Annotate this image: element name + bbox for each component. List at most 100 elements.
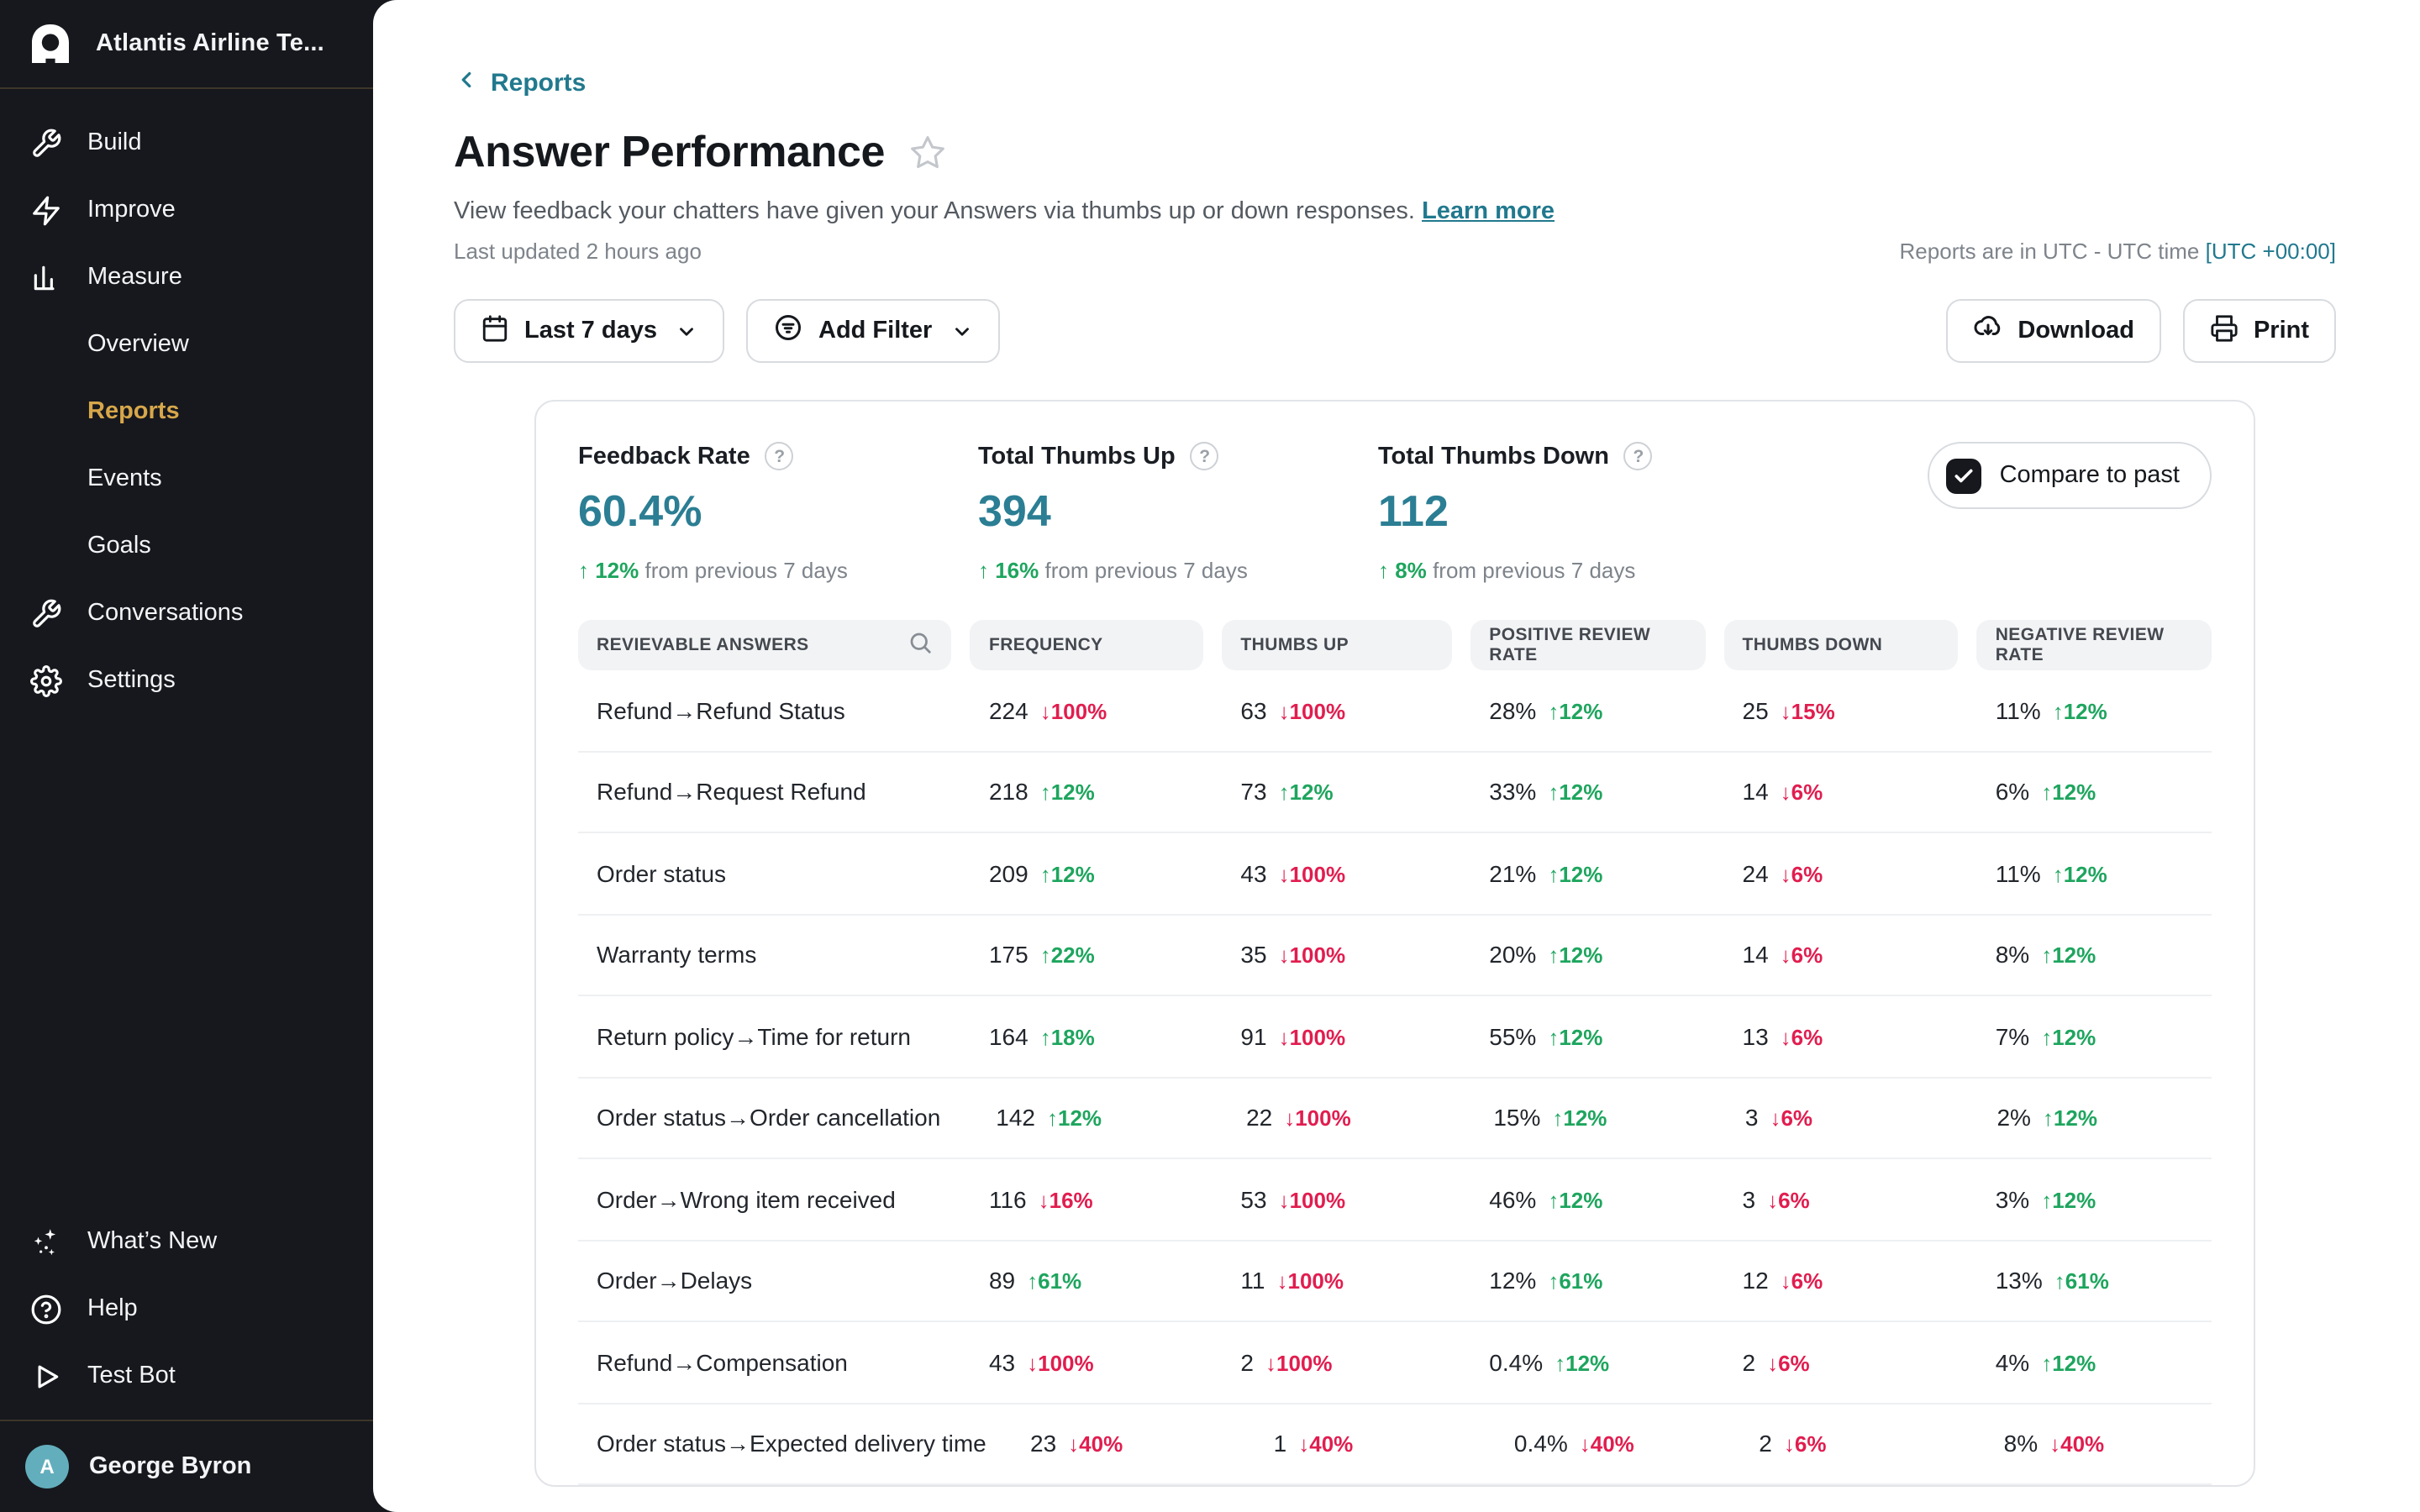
positive-review-rate-cell: 55% ↑12% [1489, 1022, 1603, 1050]
table-row[interactable]: Refund→Request Refund 218 ↑12% 73 ↑12% 33%… [578, 752, 2212, 833]
sidebar-item-goals[interactable]: Goals [0, 512, 373, 580]
chevron-down-icon [950, 320, 972, 342]
stat-total-thumbs-down: Total Thumbs Down ? 112 ↑ 8% from previo… [1378, 442, 1778, 583]
table-row[interactable]: Order status→Order cancellation 142 ↑12% … [578, 1078, 2212, 1159]
frequency-cell: 89 ↑61% [988, 1267, 1082, 1294]
table-row[interactable]: Order→Delays 89 ↑61% 11 ↓100% 12% ↑61% 12 ↓6… [578, 1241, 2212, 1322]
favorite-star-icon[interactable] [908, 134, 945, 171]
add-filter-dropdown[interactable]: Add Filter [746, 299, 1000, 363]
stat-delta: ↑ 12% from previous 7 days [578, 558, 978, 583]
column-label: NEGATIVE REVIEW RATE [1995, 625, 2165, 665]
stat-delta: ↑ 8% from previous 7 days [1378, 558, 1778, 583]
bar-chart-icon [29, 260, 62, 294]
learn-more-link[interactable]: Learn more [1422, 198, 1555, 225]
table-row[interactable]: Order→Wrong item received 116 ↓16% 53 ↓100… [578, 1159, 2212, 1241]
back-link-label: Reports [491, 69, 587, 97]
help-circle-icon [29, 1292, 62, 1326]
sidebar-item-label: What’s New [87, 1228, 218, 1255]
positive-review-rate-cell: 0.4% ↓40% [1513, 1430, 1634, 1457]
table-body: Refund→Refund Status 224 ↓100% 63 ↓100% 28… [578, 670, 2212, 1485]
negative-review-rate-cell: 8% ↓40% [2003, 1430, 2105, 1457]
last-updated-text: Last updated 2 hours ago [454, 239, 702, 264]
positive-review-rate-cell: 12% ↑61% [1489, 1267, 1603, 1294]
thumbs-down-cell: 2 ↓6% [1759, 1430, 1827, 1457]
table-row[interactable]: Order status 209 ↑12% 43 ↓100% 21% ↑12% 24 ↓… [578, 833, 2212, 915]
thumbs-up-cell: 43 ↓100% [1240, 859, 1346, 887]
sidebar-item-conversations[interactable]: Conversations [0, 580, 373, 647]
back-to-reports-link[interactable]: Reports [454, 67, 586, 99]
answers-table: REVIEVABLE ANSWERS FREQUENCY THUMBS UP P… [578, 620, 2212, 1485]
workspace-switcher[interactable]: Atlantis Airline Te... [0, 0, 373, 89]
page-title: Answer Performance [454, 126, 886, 176]
column-header-negative-review-rate[interactable]: NEGATIVE REVIEW RATE [1976, 620, 2212, 670]
thumbs-up-cell: 63 ↓100% [1240, 696, 1346, 724]
table-row[interactable]: Refund→Compensation 43 ↓100% 2 ↓100% 0.4% ↑… [578, 1322, 2212, 1404]
thumbs-up-cell: 11 ↓100% [1240, 1267, 1344, 1294]
thumbs-down-cell: 2 ↓6% [1742, 1348, 1810, 1376]
column-header-frequency[interactable]: FREQUENCY [970, 620, 1204, 670]
table-row[interactable]: Order status→Expected delivery time 23 ↓4… [578, 1404, 2212, 1485]
sidebar-item-measure[interactable]: Measure [0, 244, 373, 311]
sidebar-item-improve[interactable]: Improve [0, 176, 373, 244]
play-icon [29, 1359, 62, 1393]
column-header-positive-review-rate[interactable]: POSITIVE REVIEW RATE [1470, 620, 1706, 670]
negative-review-rate-cell: 8% ↑12% [1995, 941, 2096, 969]
sidebar-item-whats-new[interactable]: What’s New [0, 1208, 373, 1275]
table-row[interactable]: Return policy→Time for return 164 ↑18% 91… [578, 996, 2212, 1078]
sidebar-nav: Build Improve Measure Overview Reports [0, 89, 373, 714]
chevron-left-icon [454, 67, 479, 99]
sidebar-item-events[interactable]: Events [0, 445, 373, 512]
thumbs-up-cell: 35 ↓100% [1240, 941, 1346, 969]
sidebar-item-label: Improve [87, 197, 176, 223]
checkbox-checked-icon [1945, 458, 1981, 493]
answer-name: Order→Wrong item received [597, 1185, 896, 1213]
timezone-value-link[interactable]: [UTC +00:00] [2205, 239, 2336, 264]
frequency-cell: 209 ↑12% [988, 859, 1095, 887]
download-button[interactable]: Download [1945, 299, 2161, 363]
sidebar-item-overview[interactable]: Overview [0, 311, 373, 378]
sidebar-spacer [0, 714, 373, 1208]
table-row[interactable]: Warranty terms 175 ↑22% 35 ↓100% 20% ↑12% 1… [578, 915, 2212, 996]
search-icon[interactable] [908, 630, 934, 660]
column-header-revievable-answers[interactable]: REVIEVABLE ANSWERS [578, 620, 952, 670]
sidebar-item-label: Overview [87, 331, 189, 358]
stat-label: Feedback Rate [578, 443, 750, 470]
column-header-thumbs-up[interactable]: THUMBS UP [1222, 620, 1453, 670]
thumbs-up-cell: 91 ↓100% [1240, 1022, 1346, 1050]
sidebar-item-test-bot[interactable]: Test Bot [0, 1342, 373, 1410]
answer-name: Order status [597, 859, 727, 887]
add-filter-label: Add Filter [818, 318, 933, 344]
answer-name: Refund→Refund Status [597, 696, 845, 724]
negative-review-rate-cell: 2% ↑12% [1996, 1104, 2097, 1131]
sidebar-item-build[interactable]: Build [0, 109, 373, 176]
date-range-dropdown[interactable]: Last 7 days [454, 299, 724, 363]
timezone-text: Reports are in UTC - UTC time [1899, 239, 2200, 264]
user-menu[interactable]: A George Byron [0, 1421, 373, 1512]
sidebar-item-label: Goals [87, 533, 151, 559]
compare-to-past-toggle[interactable]: Compare to past [1927, 442, 2212, 509]
lightning-icon [29, 193, 62, 227]
help-tooltip-icon[interactable]: ? [1623, 442, 1653, 470]
print-button[interactable]: Print [2182, 299, 2336, 363]
answer-name: Refund→Request Refund [597, 778, 866, 806]
negative-review-rate-cell: 4% ↑12% [1995, 1348, 2096, 1376]
sidebar-item-settings[interactable]: Settings [0, 647, 373, 714]
help-tooltip-icon[interactable]: ? [765, 442, 794, 470]
main-panel: Reports Answer Performance View feedback… [373, 0, 2420, 1512]
thumbs-down-cell: 14 ↓6% [1742, 778, 1823, 806]
wrench-icon [29, 596, 62, 630]
sidebar-item-help[interactable]: Help [0, 1275, 373, 1342]
help-tooltip-icon[interactable]: ? [1190, 442, 1219, 470]
frequency-cell: 116 ↓16% [988, 1185, 1093, 1213]
sidebar-item-reports[interactable]: Reports [0, 378, 373, 445]
thumbs-up-cell: 1 ↓40% [1273, 1430, 1354, 1457]
thumbs-up-cell: 73 ↑12% [1240, 778, 1334, 806]
frequency-cell: 164 ↑18% [988, 1022, 1095, 1050]
stat-delta-suffix: from previous 7 days [1433, 558, 1636, 583]
sidebar-item-label: Events [87, 465, 162, 492]
thumbs-down-cell: 3 ↓6% [1742, 1185, 1810, 1213]
column-header-thumbs-down[interactable]: THUMBS DOWN [1723, 620, 1959, 670]
stat-delta-value: ↑ 12% [578, 558, 639, 583]
negative-review-rate-cell: 7% ↑12% [1995, 1022, 2096, 1050]
table-row[interactable]: Refund→Refund Status 224 ↓100% 63 ↓100% 28… [578, 670, 2212, 752]
